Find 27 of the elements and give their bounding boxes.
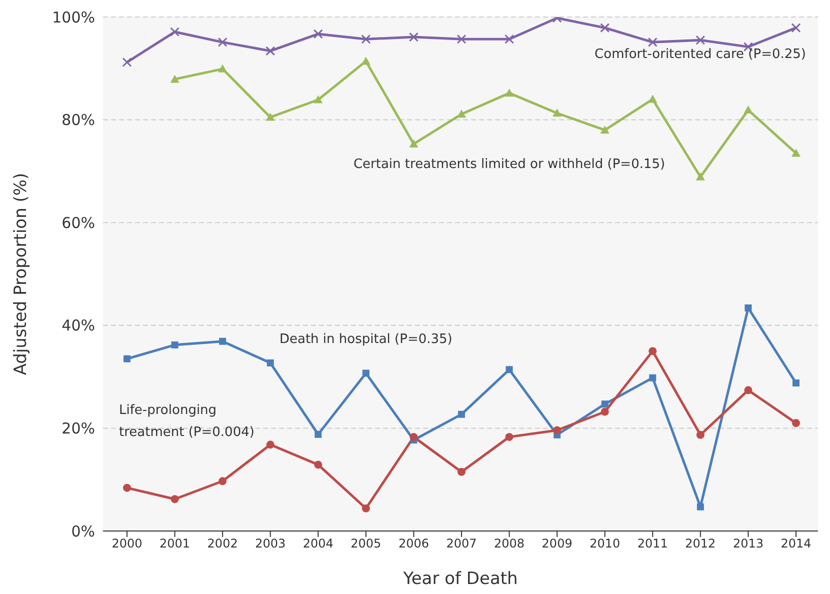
y-tick-label: 80%: [62, 111, 95, 130]
x-tick-label: 2011: [637, 536, 668, 551]
y-tick-label: 20%: [62, 420, 95, 438]
series-label: Comfort-oritented care (P=0.25): [594, 46, 806, 62]
x-tick-label: 2014: [780, 536, 812, 551]
x-tick-label: 2002: [207, 536, 238, 551]
y-tick-label: 100%: [52, 8, 95, 26]
series-label: Life-prolonging treatment (P=0.004): [119, 402, 254, 440]
x-tick-label: 2007: [446, 536, 477, 551]
x-tick-label: 2000: [112, 536, 142, 551]
x-tick-label: 2013: [732, 536, 764, 551]
y-tick-label: 0%: [71, 522, 95, 540]
y-tick-label: 40%: [62, 316, 95, 335]
x-tick-label: 2010: [590, 536, 620, 551]
x-tick-label: 2008: [494, 536, 525, 551]
x-tick-label: 2012: [685, 536, 716, 551]
x-tick-label: 2003: [255, 536, 286, 551]
x-tick-label: 2009: [542, 536, 572, 551]
x-tick-label: 2006: [398, 536, 429, 551]
x-tick-label: 2004: [302, 536, 334, 551]
y-axis-title: Adjusted Proportion (%): [11, 172, 32, 376]
x-tick-label: 2001: [160, 536, 190, 551]
x-tick-label: 2005: [350, 536, 382, 551]
y-tick-label: 60%: [62, 214, 95, 232]
series-label: Certain treatments limited or withheld (P=0.15): [353, 157, 666, 172]
series-label: Death in hospital (P=0.35): [279, 332, 452, 348]
x-axis-title: Year of Death: [402, 569, 518, 589]
